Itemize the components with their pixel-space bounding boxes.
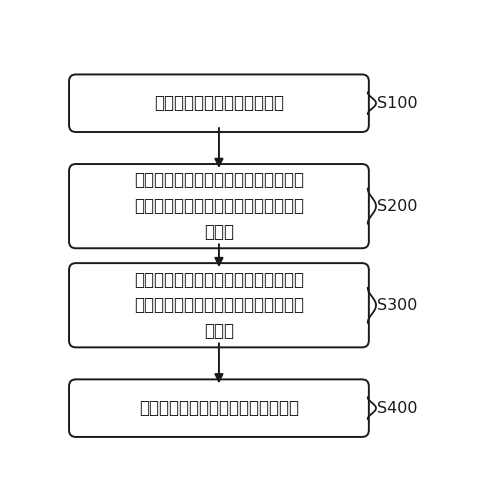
FancyBboxPatch shape [69, 74, 369, 132]
Text: 获取电感电流并计算其绝对值: 获取电感电流并计算其绝对值 [154, 94, 284, 112]
Text: S200: S200 [377, 198, 417, 214]
FancyBboxPatch shape [69, 164, 369, 248]
Text: S400: S400 [377, 400, 417, 416]
Text: 根据当前的电流环路控制状态，调节电
流环路控制器的电流参考系数和控制比
例系数: 根据当前的电流环路控制状态，调节电 流环路控制器的电流参考系数和控制比 例系数 [134, 271, 304, 340]
Text: 对电流参考系数和控制比例系数限幅: 对电流参考系数和控制比例系数限幅 [139, 399, 299, 417]
Text: 根据绝对值与第一电流阈值和第二电流
阈值的比对结果判断当前的电流环路控
制状态: 根据绝对值与第一电流阈值和第二电流 阈值的比对结果判断当前的电流环路控 制状态 [134, 171, 304, 241]
Text: S100: S100 [377, 96, 418, 111]
Text: S300: S300 [377, 297, 417, 313]
FancyBboxPatch shape [69, 263, 369, 347]
FancyBboxPatch shape [69, 379, 369, 437]
